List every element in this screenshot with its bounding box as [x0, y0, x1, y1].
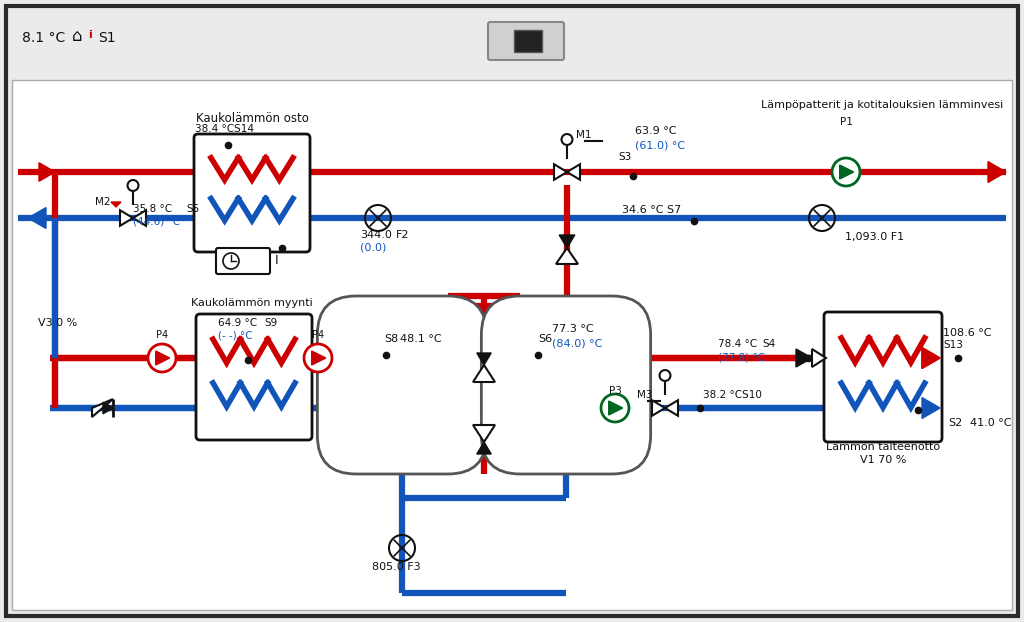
Text: S9: S9 — [264, 318, 278, 328]
Text: V3 0 %: V3 0 % — [38, 318, 77, 328]
Polygon shape — [812, 349, 826, 367]
Text: 344.0: 344.0 — [360, 230, 392, 240]
Text: Kaukolämmön osto: Kaukolämmön osto — [196, 112, 308, 125]
Text: 108.6 °C: 108.6 °C — [943, 328, 991, 338]
FancyBboxPatch shape — [824, 312, 942, 442]
Circle shape — [148, 344, 176, 372]
Text: 805.0 F3: 805.0 F3 — [372, 562, 421, 572]
Text: (44.6) °C: (44.6) °C — [133, 217, 180, 227]
Text: S3: S3 — [618, 152, 631, 162]
Polygon shape — [156, 351, 170, 365]
Circle shape — [128, 180, 138, 191]
Text: S8: S8 — [384, 334, 398, 344]
Text: ⌂: ⌂ — [72, 27, 83, 45]
Polygon shape — [988, 162, 1006, 182]
FancyBboxPatch shape — [488, 22, 564, 60]
Text: P4: P4 — [312, 330, 324, 340]
Polygon shape — [567, 164, 580, 180]
Polygon shape — [665, 400, 678, 415]
Text: F2: F2 — [396, 230, 410, 240]
Circle shape — [561, 134, 572, 145]
Circle shape — [831, 158, 860, 186]
FancyBboxPatch shape — [194, 134, 310, 252]
Polygon shape — [922, 348, 940, 368]
Circle shape — [659, 370, 671, 381]
Polygon shape — [796, 349, 812, 367]
Polygon shape — [473, 365, 495, 382]
Polygon shape — [554, 164, 567, 180]
Polygon shape — [473, 425, 495, 442]
Polygon shape — [311, 351, 326, 365]
FancyBboxPatch shape — [216, 248, 270, 274]
Text: 34.6 °C S7: 34.6 °C S7 — [622, 205, 681, 215]
FancyBboxPatch shape — [12, 80, 1012, 610]
Text: 8.1 °C: 8.1 °C — [22, 31, 74, 45]
Polygon shape — [922, 397, 940, 419]
Text: 77.3 °C: 77.3 °C — [552, 324, 594, 334]
Text: i: i — [88, 30, 92, 40]
Text: 38.2 °CS10: 38.2 °CS10 — [703, 390, 762, 400]
Polygon shape — [922, 348, 940, 368]
Polygon shape — [652, 400, 665, 415]
Text: P4: P4 — [156, 330, 168, 340]
Circle shape — [601, 394, 629, 422]
Text: M1: M1 — [575, 130, 592, 140]
Text: 1,093.0 F1: 1,093.0 F1 — [845, 232, 904, 242]
Text: S2: S2 — [948, 418, 963, 428]
Text: Kaukolämmön myynti: Kaukolämmön myynti — [191, 298, 313, 308]
Polygon shape — [120, 210, 133, 226]
Polygon shape — [28, 208, 46, 228]
Text: S4: S4 — [762, 339, 775, 349]
Polygon shape — [92, 399, 113, 417]
Polygon shape — [477, 353, 492, 365]
Circle shape — [304, 344, 332, 372]
Text: S5: S5 — [186, 204, 200, 214]
FancyBboxPatch shape — [481, 296, 650, 474]
Text: I: I — [275, 254, 279, 267]
Text: 38.4 °CS14: 38.4 °CS14 — [195, 124, 254, 134]
Text: V1 70 %: V1 70 % — [860, 455, 906, 465]
Text: 41.0 °C: 41.0 °C — [970, 418, 1012, 428]
Text: 35.8 °C: 35.8 °C — [133, 204, 172, 214]
Text: (0.0): (0.0) — [360, 243, 386, 253]
Text: M3: M3 — [637, 390, 652, 400]
Text: (- -) °C: (- -) °C — [218, 330, 253, 340]
Text: M2: M2 — [95, 197, 111, 207]
Text: 64.9 °C: 64.9 °C — [218, 318, 257, 328]
Polygon shape — [840, 165, 854, 179]
Text: (77.8) °C: (77.8) °C — [718, 352, 765, 362]
Polygon shape — [39, 163, 55, 181]
Text: Lämpöpatterit ja kotitalouksien lämminvesi: Lämpöpatterit ja kotitalouksien lämminve… — [761, 100, 1002, 110]
Polygon shape — [133, 210, 146, 226]
Polygon shape — [103, 402, 113, 414]
Text: 78.4 °C: 78.4 °C — [718, 339, 757, 349]
Text: 48.1 °C: 48.1 °C — [400, 334, 441, 344]
Text: Lämmön talteenotto: Lämmön talteenotto — [826, 442, 940, 452]
Polygon shape — [477, 442, 492, 454]
Text: P3: P3 — [608, 386, 622, 396]
Text: S6: S6 — [538, 334, 552, 344]
FancyBboxPatch shape — [317, 296, 486, 474]
FancyBboxPatch shape — [6, 6, 1018, 616]
Text: (84.0) °C: (84.0) °C — [552, 338, 602, 348]
FancyBboxPatch shape — [514, 30, 542, 52]
Text: S13: S13 — [943, 340, 963, 350]
Polygon shape — [556, 248, 578, 264]
Polygon shape — [111, 202, 121, 207]
Text: S1: S1 — [98, 31, 116, 45]
Text: P1: P1 — [840, 117, 852, 127]
Polygon shape — [608, 401, 623, 415]
Text: (61.0) °C: (61.0) °C — [635, 140, 685, 150]
FancyBboxPatch shape — [196, 314, 312, 440]
Text: 63.9 °C: 63.9 °C — [635, 126, 677, 136]
Polygon shape — [559, 235, 574, 248]
